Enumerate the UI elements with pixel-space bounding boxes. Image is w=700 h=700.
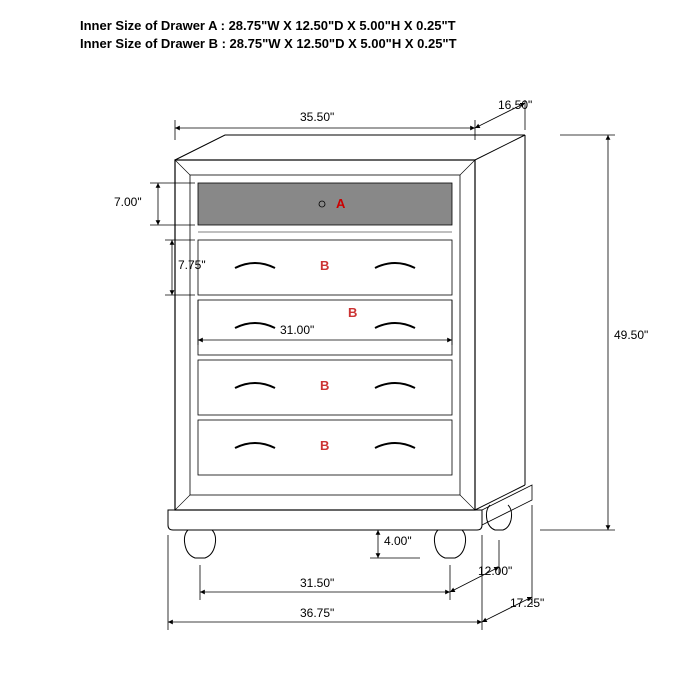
label-drawer-b2: B: [348, 305, 357, 320]
dim-foot-spacing: 31.50": [300, 576, 334, 590]
dim-drawer-a-h: 7.00": [114, 195, 142, 209]
dim-drawer-b-h: 7.75": [178, 258, 206, 272]
dim-top-depth: 16.50": [498, 98, 532, 112]
dimension-lines: [150, 100, 615, 630]
diagram-svg: [0, 0, 700, 700]
label-drawer-b1: B: [320, 258, 329, 273]
dim-overall-width: 36.75": [300, 606, 334, 620]
base-molding: [168, 510, 482, 530]
label-drawer-a: A: [336, 196, 345, 211]
dim-total-height: 49.50": [614, 328, 648, 342]
label-drawer-b3: B: [320, 378, 329, 393]
feet: [184, 505, 511, 558]
dim-foot-depth: 12.00": [478, 564, 512, 578]
label-drawer-b4: B: [320, 438, 329, 453]
dim-overall-depth: 17.25": [510, 596, 544, 610]
dim-foot-h: 4.00": [384, 534, 412, 548]
dim-inner-width: 31.00": [280, 323, 314, 337]
dim-top-width: 35.50": [300, 110, 334, 124]
